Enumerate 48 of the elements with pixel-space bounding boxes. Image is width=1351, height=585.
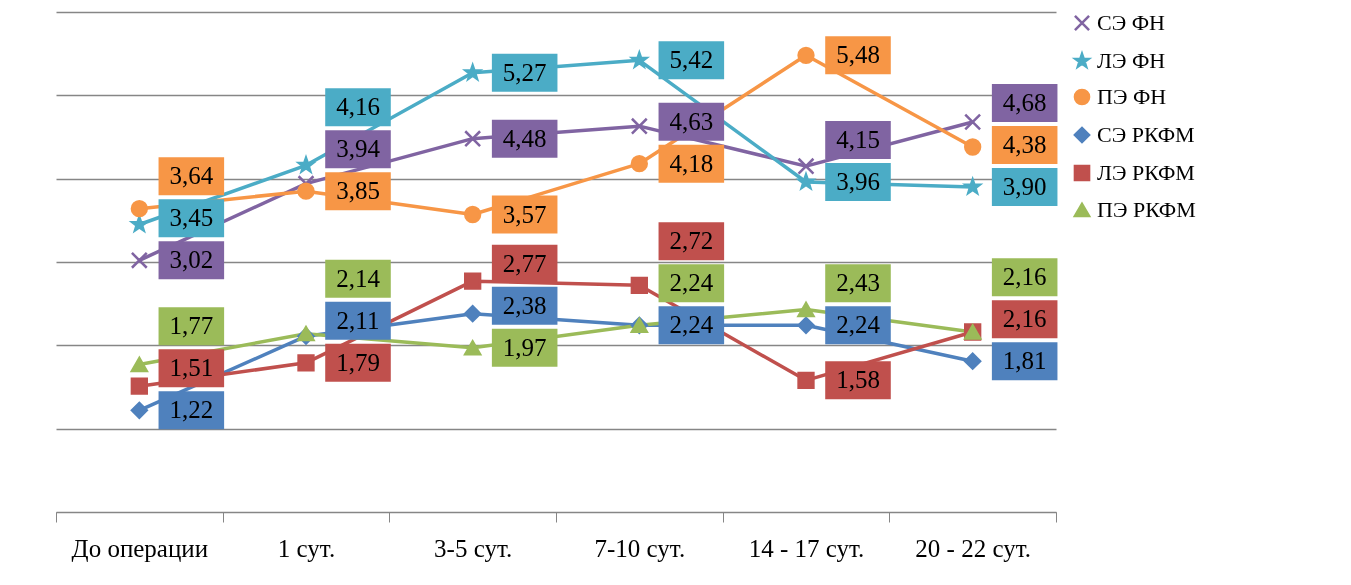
data-label: 4,18 [669,149,714,177]
data-label: 2,16 [1002,305,1047,333]
x-tick-label: 3-5 сут. [434,534,513,562]
data-label: 2,16 [1002,263,1047,291]
data-label: 3,90 [1002,173,1047,200]
data-label: 1,81 [1002,347,1047,375]
data-label: 2,14 [336,264,381,292]
data-label: 2,43 [836,269,880,297]
data-label: 2,72 [669,227,714,255]
data-label: 2,11 [336,306,380,334]
data-label: 5,27 [502,58,547,86]
x-tick-label: 7-10 сут. [594,534,686,562]
data-label: 3,64 [169,162,214,190]
data-label: 4,48 [502,124,547,152]
data-label: 3,57 [502,200,547,228]
data-label: 3,45 [169,204,214,232]
data-label: 1,51 [169,354,214,382]
legend-label: ПЭ РКФМ [1097,197,1196,222]
data-label: 1,22 [169,396,214,424]
x-tick-label: 14 - 17 сут. [748,534,865,562]
data-label: 2,77 [502,249,547,277]
data-label: 4,68 [1002,89,1047,116]
x-tick-label: 20 - 22 сут. [915,534,1031,562]
data-label: 2,24 [669,311,714,339]
data-label: 2,38 [502,291,547,319]
data-label: 2,24 [836,311,881,339]
x-tick-label: До операции [71,534,209,562]
legend-label: ЛЭ ФН [1097,48,1166,73]
data-label: 1,79 [336,348,380,376]
data-label: 1,77 [169,312,214,340]
data-label: 4,15 [836,126,880,153]
legend-label: ПЭ ФН [1097,84,1167,109]
data-label: 5,48 [836,41,880,69]
data-label: 3,85 [336,177,380,205]
data-label: 3,96 [836,168,880,195]
data-label: 2,24 [669,269,714,297]
data-label: 1,97 [502,333,547,361]
data-label: 3,94 [336,135,381,163]
x-tick-label: 1 сут. [277,534,336,562]
data-label: 1,58 [836,366,880,394]
legend-label: СЭ РКФМ [1097,122,1195,147]
data-label: 5,42 [669,46,714,74]
data-label: 4,63 [669,107,714,135]
legend-label: ЛЭ РКФМ [1097,160,1195,185]
data-label: 4,38 [1002,131,1047,158]
legend-label: СЭ ФН [1097,10,1166,35]
data-label: 4,16 [336,93,380,121]
data-label: 3,02 [169,246,214,274]
